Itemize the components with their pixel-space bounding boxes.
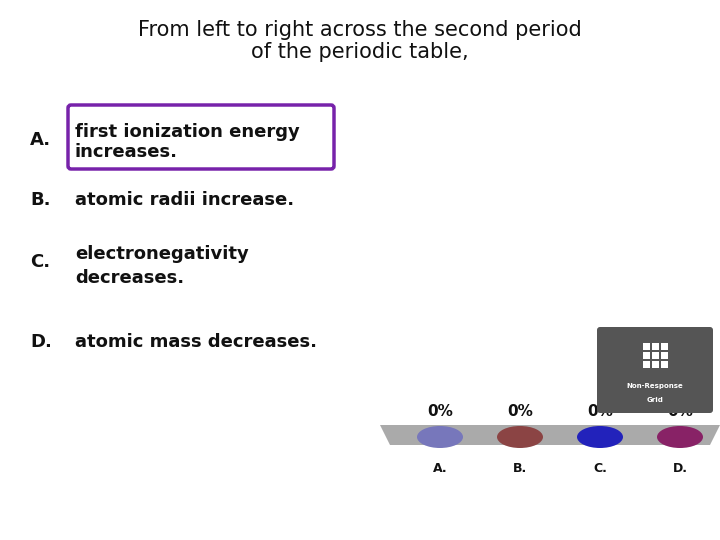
Bar [652,361,659,368]
Ellipse shape [497,426,543,448]
Text: 0%: 0% [667,404,693,420]
Bar [642,352,649,359]
Text: Non-Response: Non-Response [626,383,683,389]
Bar [652,352,659,359]
Text: increases.: increases. [75,143,178,161]
Bar [660,361,667,368]
Text: D.: D. [672,462,688,475]
Text: decreases.: decreases. [75,269,184,287]
Text: From left to right across the second period: From left to right across the second per… [138,20,582,40]
Text: 0%: 0% [507,404,533,420]
FancyBboxPatch shape [68,105,334,169]
Bar [642,343,649,350]
Text: first ionization energy: first ionization energy [75,123,300,141]
Text: 0%: 0% [427,404,453,420]
Text: atomic radii increase.: atomic radii increase. [75,191,294,209]
Ellipse shape [577,426,623,448]
Text: of the periodic table,: of the periodic table, [251,42,469,62]
Text: A.: A. [433,462,447,475]
Bar [652,343,659,350]
Text: A.: A. [30,131,51,149]
Text: D.: D. [30,333,52,351]
Text: C.: C. [30,253,50,271]
Text: atomic mass decreases.: atomic mass decreases. [75,333,317,351]
Text: 0%: 0% [587,404,613,420]
Ellipse shape [657,426,703,448]
Bar [642,361,649,368]
Bar [660,352,667,359]
Text: B.: B. [30,191,50,209]
Text: Grid: Grid [647,396,663,403]
FancyBboxPatch shape [597,327,713,413]
Ellipse shape [417,426,463,448]
Text: B.: B. [513,462,527,475]
Text: C.: C. [593,462,607,475]
Polygon shape [380,425,720,445]
Text: electronegativity: electronegativity [75,245,248,263]
Bar [660,343,667,350]
